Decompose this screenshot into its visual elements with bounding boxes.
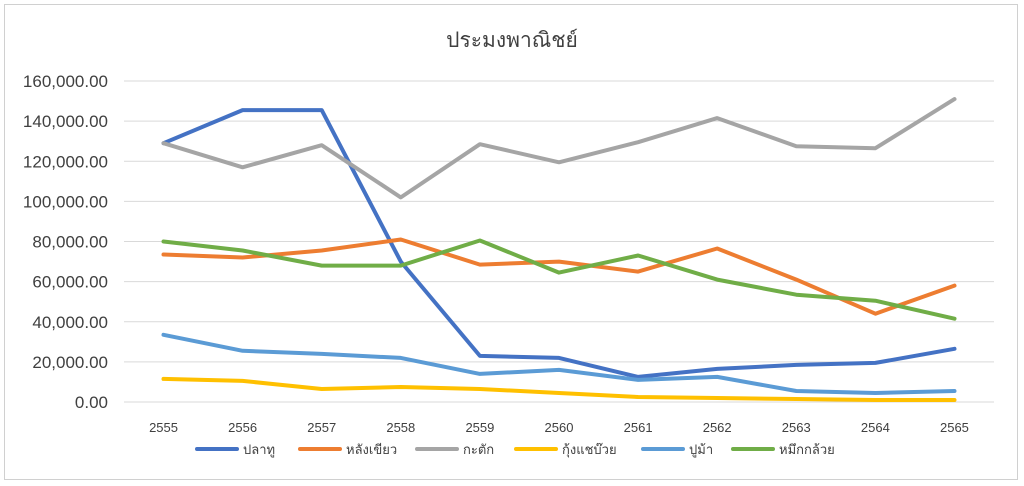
- legend: ปลาทู หลังเขียว กะตัก กุ้งแชบ๊วย ปูม้า หมึกกล…: [195, 442, 835, 458]
- legend-label: ปูม้า: [689, 443, 713, 458]
- x-tick-label: 2563: [782, 420, 811, 435]
- series-line: [161, 97, 957, 200]
- legend-label: กะตัก: [463, 443, 494, 458]
- series-line: [161, 332, 957, 395]
- series-line: [161, 108, 957, 379]
- x-tick-label: 2555: [149, 420, 178, 435]
- x-tick-label: 2561: [624, 420, 653, 435]
- y-tick-label: 120,000.00: [23, 152, 108, 171]
- y-axis-ticks: 0.00 20,000.00 40,000.00 60,000.00 80,000.00…: [23, 72, 108, 412]
- x-tick-label: 2557: [307, 420, 336, 435]
- series-layer: [161, 97, 957, 402]
- x-tick-label: 2560: [545, 420, 574, 435]
- x-tick-label: 2558: [386, 420, 415, 435]
- y-tick-label: 60,000.00: [32, 273, 108, 292]
- y-tick-label: 80,000.00: [32, 233, 108, 252]
- grid-layer: [124, 80, 994, 403]
- y-tick-label: 140,000.00: [23, 112, 108, 131]
- y-tick-label: 100,000.00: [23, 192, 108, 211]
- legend-label: หมึกกล้วย: [779, 443, 835, 458]
- y-tick-label: 0.00: [75, 393, 108, 412]
- y-tick-label: 40,000.00: [32, 313, 108, 332]
- x-axis-ticks: 2555 2556 2557 2558 2559 2560 2561 2562 2563 2564…: [149, 420, 969, 435]
- x-tick-label: 2564: [861, 420, 890, 435]
- legend-label: กุ้งแชบ๊วย: [562, 443, 617, 458]
- chart-title: ประมงพาณิชย์: [446, 28, 578, 52]
- series-line: [161, 376, 957, 402]
- legend-label: หลังเขียว: [346, 442, 397, 458]
- x-tick-label: 2562: [703, 420, 732, 435]
- legend-label: ปลาทู: [243, 443, 275, 458]
- y-tick-label: 20,000.00: [32, 353, 108, 372]
- series-line: [161, 238, 957, 321]
- series-line: [161, 237, 957, 316]
- x-tick-label: 2559: [465, 420, 494, 435]
- x-tick-label: 2556: [228, 420, 257, 435]
- y-tick-label: 160,000.00: [23, 72, 108, 91]
- x-tick-label: 2565: [940, 420, 969, 435]
